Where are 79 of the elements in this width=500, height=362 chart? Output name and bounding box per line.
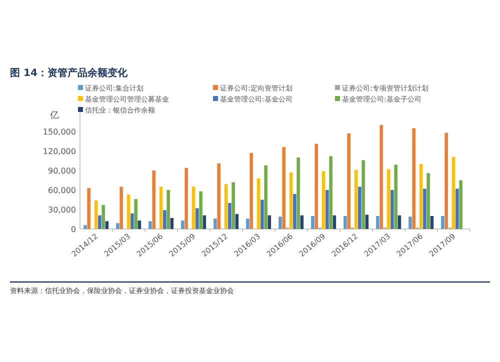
bar [260, 200, 264, 229]
bar [412, 128, 416, 229]
bar [444, 132, 448, 229]
y-tick-label: 90,000 [48, 166, 76, 176]
bar [358, 186, 362, 229]
bar [87, 188, 90, 229]
bar [232, 182, 235, 229]
bar [300, 215, 304, 229]
bar [163, 210, 166, 229]
bar [224, 184, 228, 229]
bar [329, 156, 332, 229]
bar [365, 214, 369, 229]
bar [390, 190, 394, 229]
bar [268, 215, 272, 229]
y-tick-label: 0 [70, 225, 76, 234]
bar [235, 214, 239, 229]
bar [362, 160, 365, 229]
bar [228, 203, 232, 229]
bar [94, 200, 98, 229]
bar [102, 204, 105, 229]
bar [394, 164, 398, 229]
bar [134, 199, 138, 229]
bar [347, 133, 350, 229]
bar [126, 194, 130, 229]
bar [148, 221, 152, 229]
bar [184, 168, 188, 229]
bar [419, 164, 423, 229]
bar [311, 216, 314, 229]
bar [84, 225, 87, 229]
bar [152, 170, 156, 229]
bar [441, 216, 444, 229]
bar [326, 190, 329, 229]
bar [293, 194, 296, 229]
bar [332, 215, 336, 229]
bar [116, 223, 120, 229]
bar [130, 213, 134, 229]
bar [423, 188, 426, 229]
bar [246, 218, 250, 229]
bar [98, 215, 102, 229]
bar [181, 220, 184, 229]
bar [250, 152, 253, 229]
bar [376, 216, 380, 229]
bar [196, 208, 199, 229]
bar [296, 158, 300, 229]
bar [159, 186, 163, 229]
bar [408, 216, 412, 229]
bar [105, 221, 109, 229]
bar [278, 216, 282, 229]
y-axis-title: 亿 [49, 110, 59, 121]
bar [380, 125, 383, 229]
bar [452, 156, 456, 229]
bar [426, 173, 430, 229]
bar [256, 178, 260, 229]
bar [217, 163, 220, 229]
chart-title: 图 14：资管产品余额变化 [10, 67, 128, 79]
bar [202, 215, 206, 229]
y-tick-label: 120,000 [42, 147, 76, 156]
bar [282, 147, 286, 229]
bar [354, 170, 358, 229]
bar [289, 172, 293, 229]
bar [386, 169, 390, 229]
bar [344, 216, 347, 229]
bar [322, 171, 326, 229]
bar [314, 144, 318, 229]
bar [456, 188, 459, 229]
bar [138, 220, 142, 229]
bar [166, 190, 170, 229]
y-tick-label: 60,000 [48, 186, 76, 195]
bar [170, 218, 174, 229]
bar [459, 180, 462, 229]
bar [398, 215, 402, 229]
y-tick-label: 150,000 [42, 128, 76, 136]
bar [199, 191, 202, 229]
bar [264, 165, 268, 229]
bar [214, 218, 217, 229]
y-tick-label: 30,000 [48, 206, 76, 214]
bar [192, 186, 196, 229]
bar [430, 216, 434, 229]
bar [120, 186, 123, 229]
